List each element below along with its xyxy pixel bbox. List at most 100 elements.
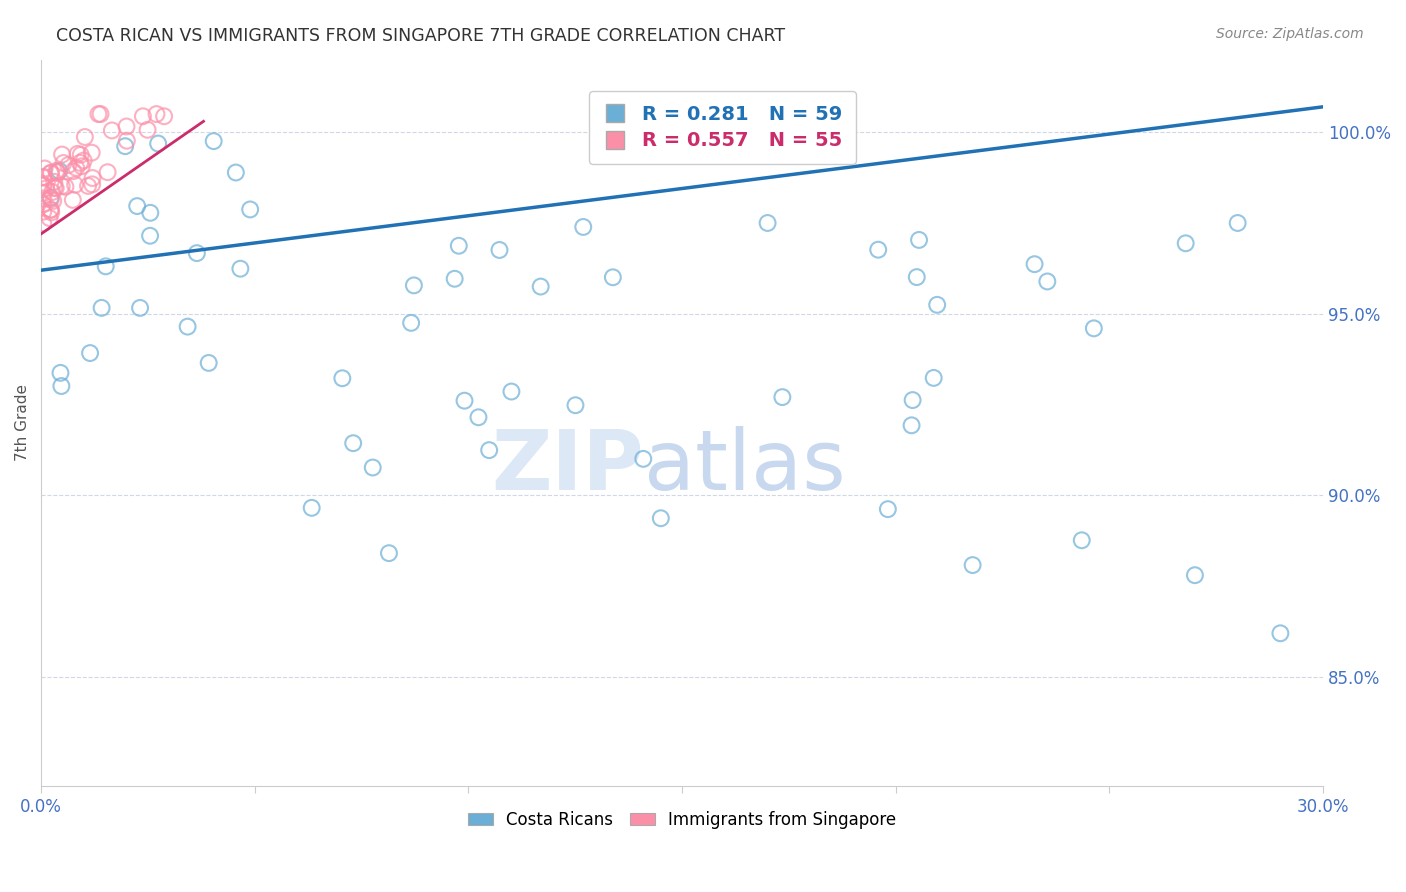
Point — [73, 130, 96, 145]
Point — [32, 170, 55, 185]
Point — [447, 239, 470, 253]
Point — [633, 451, 655, 466]
Point — [77, 178, 100, 193]
Point — [32, 178, 55, 193]
Point — [32, 204, 55, 219]
Point — [129, 301, 152, 315]
Point — [69, 156, 91, 170]
Point — [70, 159, 93, 173]
Point — [225, 165, 247, 179]
Point — [146, 136, 169, 151]
Point — [46, 165, 69, 179]
Point — [63, 178, 86, 192]
Point — [361, 460, 384, 475]
Point — [399, 316, 422, 330]
Point — [32, 186, 55, 201]
Point — [197, 356, 219, 370]
Point — [132, 109, 155, 123]
Point — [962, 558, 984, 572]
Point — [55, 179, 77, 194]
Point — [229, 261, 252, 276]
Point — [62, 193, 84, 207]
Point — [94, 260, 117, 274]
Point — [136, 123, 159, 137]
Point — [139, 206, 162, 220]
Point — [602, 270, 624, 285]
Point — [46, 165, 69, 179]
Point — [402, 278, 425, 293]
Point — [58, 158, 80, 172]
Point — [330, 371, 353, 385]
Point — [82, 178, 104, 192]
Point — [39, 166, 62, 180]
Point — [41, 185, 63, 199]
Point — [90, 107, 112, 121]
Point — [239, 202, 262, 217]
Point — [186, 246, 208, 260]
Point — [1083, 321, 1105, 335]
Point — [900, 418, 922, 433]
Point — [69, 148, 91, 162]
Text: ZIP: ZIP — [491, 425, 644, 507]
Point — [756, 216, 779, 230]
Point — [1226, 216, 1249, 230]
Point — [82, 171, 104, 186]
Point — [467, 410, 489, 425]
Point — [38, 211, 60, 225]
Point — [66, 146, 89, 161]
Point — [97, 165, 120, 179]
Point — [44, 180, 66, 194]
Point — [39, 191, 62, 205]
Point — [35, 181, 58, 195]
Point — [62, 164, 84, 178]
Point — [153, 109, 176, 123]
Text: Source: ZipAtlas.com: Source: ZipAtlas.com — [1216, 27, 1364, 41]
Point — [114, 139, 136, 153]
Point — [905, 270, 928, 285]
Point — [49, 366, 72, 380]
Point — [530, 279, 553, 293]
Point — [101, 123, 124, 137]
Point — [39, 166, 62, 180]
Point — [478, 443, 501, 458]
Point — [908, 233, 931, 247]
Point — [51, 379, 73, 393]
Point — [34, 161, 56, 176]
Point — [32, 197, 55, 211]
Point — [927, 298, 949, 312]
Point — [79, 346, 101, 360]
Point — [488, 243, 510, 257]
Point — [1024, 257, 1046, 271]
Point — [901, 393, 924, 408]
Point — [868, 243, 890, 257]
Point — [564, 398, 586, 412]
Y-axis label: 7th Grade: 7th Grade — [15, 384, 30, 461]
Point — [378, 546, 401, 560]
Point — [52, 156, 75, 170]
Legend: Costa Ricans, Immigrants from Singapore: Costa Ricans, Immigrants from Singapore — [461, 805, 903, 836]
Point — [1174, 236, 1197, 251]
Point — [45, 164, 67, 178]
Point — [453, 393, 475, 408]
Point — [39, 202, 62, 217]
Point — [39, 193, 62, 207]
Point — [176, 319, 198, 334]
Point — [1184, 568, 1206, 582]
Point — [301, 500, 323, 515]
Point — [922, 371, 945, 385]
Point — [65, 161, 87, 175]
Point — [32, 169, 55, 184]
Point — [51, 179, 73, 194]
Point — [48, 163, 70, 178]
Point — [443, 272, 465, 286]
Point — [39, 205, 62, 219]
Point — [32, 192, 55, 206]
Point — [342, 436, 364, 450]
Point — [501, 384, 523, 399]
Point — [202, 134, 225, 148]
Point — [139, 228, 162, 243]
Point — [127, 199, 149, 213]
Point — [51, 147, 73, 161]
Point — [42, 194, 65, 208]
Point — [115, 120, 138, 134]
